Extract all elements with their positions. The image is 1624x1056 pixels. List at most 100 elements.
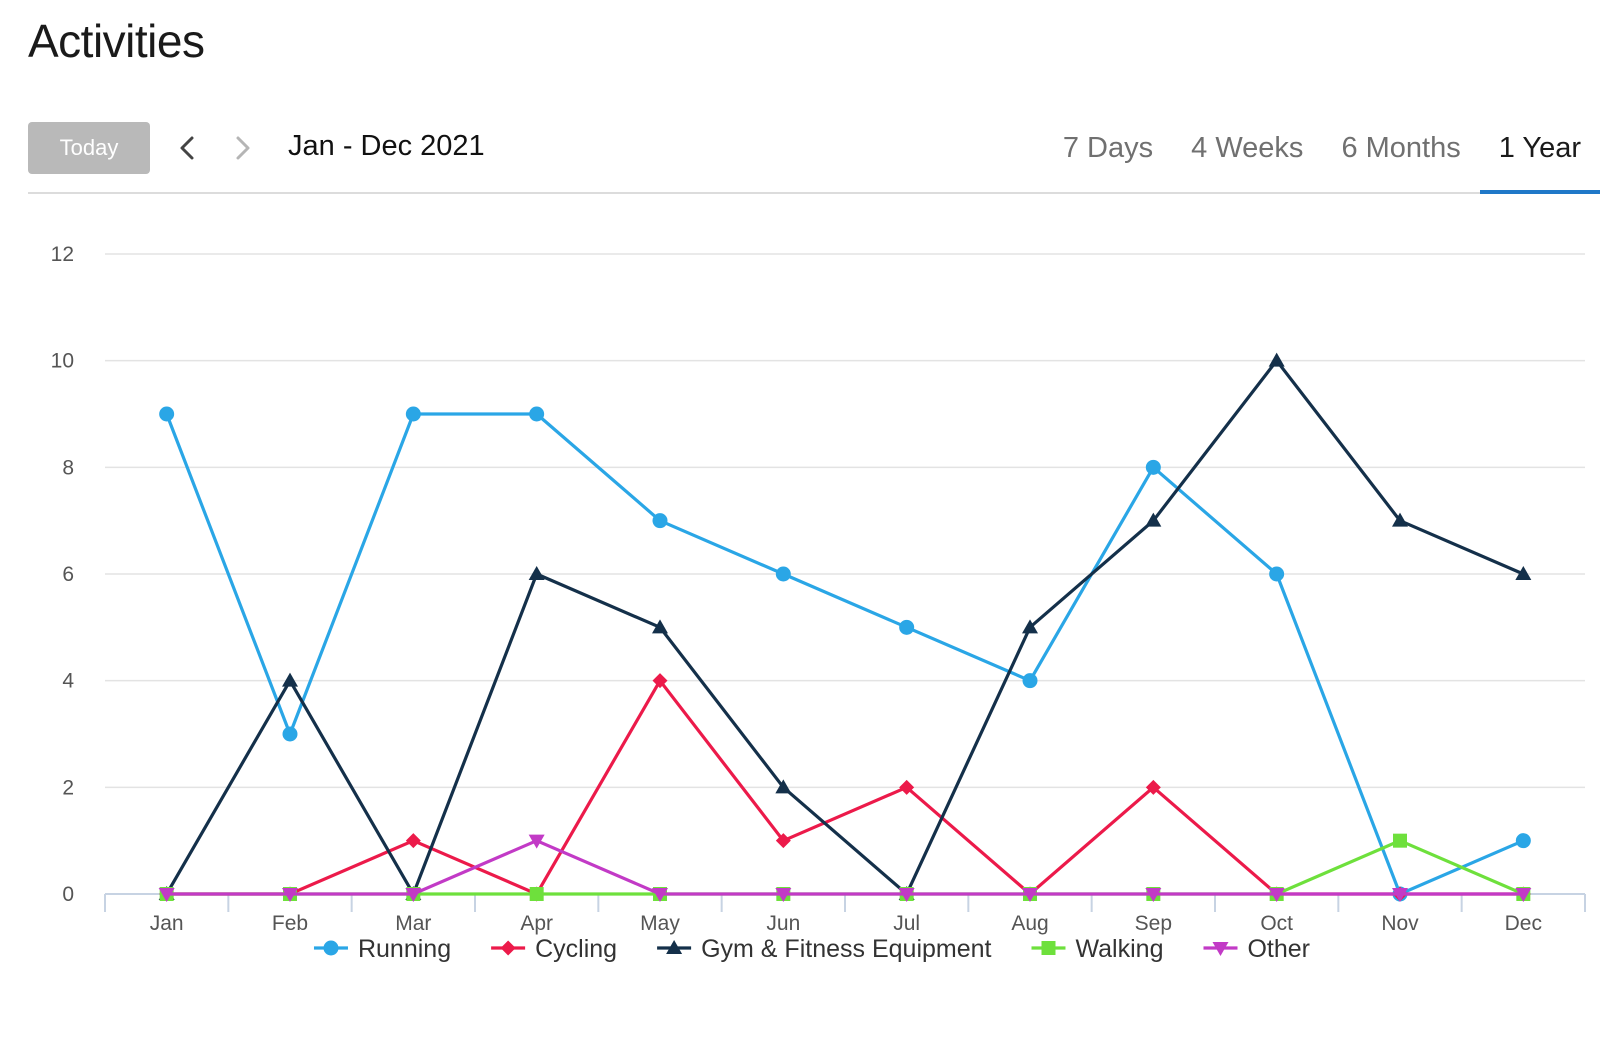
date-toolbar: Today Jan - Dec 2021 7 Days 4 Weeks 6 Mo… (28, 122, 1601, 194)
x-tick-label: Jul (893, 912, 920, 935)
data-point (1022, 888, 1038, 902)
tab-6-months[interactable]: 6 Months (1341, 132, 1461, 164)
data-point (652, 673, 668, 689)
x-tick-label: Sep (1135, 912, 1172, 935)
legend-label: Other (1247, 935, 1310, 963)
tab-1-year[interactable]: 1 Year (1479, 122, 1601, 194)
data-point (529, 406, 545, 422)
data-point (1393, 833, 1407, 848)
data-point (899, 779, 915, 795)
data-point (1268, 352, 1285, 367)
range-tabs: 7 Days 4 Weeks 6 Months 1 Year (1044, 122, 1601, 194)
legend-item-3[interactable]: Walking (1031, 935, 1163, 963)
legend-label: Gym & Fitness Equipment (701, 935, 991, 963)
y-tick-label: 0 (62, 883, 74, 906)
data-point (1022, 673, 1038, 689)
legend-marker (666, 940, 683, 954)
legend-label: Cycling (535, 935, 617, 963)
series-line (165, 359, 1525, 896)
series-0 (159, 406, 1531, 902)
today-button[interactable]: Today (28, 122, 150, 174)
y-tick-label: 8 (62, 456, 74, 479)
next-period-button[interactable] (226, 128, 260, 168)
series-3 (159, 833, 1531, 901)
data-point (282, 888, 298, 902)
data-point (405, 888, 422, 902)
x-tick-label: Aug (1011, 912, 1048, 935)
y-tick-label: 2 (62, 776, 74, 799)
series-4 (158, 834, 1532, 902)
data-point (775, 833, 791, 849)
x-tick-label: Jan (150, 912, 184, 935)
y-tick-label: 6 (62, 563, 74, 586)
data-point (405, 833, 421, 849)
x-tick-label: Nov (1381, 912, 1419, 935)
legend-item-2[interactable]: Gym & Fitness Equipment (657, 935, 992, 963)
data-point (1268, 888, 1285, 902)
series-line (165, 839, 1525, 896)
data-point (282, 672, 298, 687)
data-point (775, 888, 792, 902)
series (158, 352, 1532, 902)
series-line (165, 412, 1525, 896)
page-title: Activities (28, 15, 205, 67)
y-tick-label: 10 (51, 350, 74, 373)
data-point (1022, 619, 1038, 634)
data-point (652, 619, 668, 634)
data-point (1145, 779, 1161, 795)
data-point (1392, 512, 1408, 527)
data-point (1145, 512, 1162, 527)
data-point (158, 888, 175, 902)
data-point (1392, 888, 1408, 902)
data-point (899, 619, 915, 635)
legend-item-0[interactable]: Running (313, 935, 451, 963)
legend-item-1[interactable]: Cycling (491, 935, 617, 963)
x-tick-label: Mar (395, 912, 431, 935)
data-point (159, 406, 175, 422)
data-point (1145, 459, 1161, 475)
chevron-right-icon (236, 136, 250, 160)
y-tick-label: 4 (62, 670, 74, 693)
activities-line-chart: 0 2 4 6 8 10 12 Jan Feb Mar Apr May Jun Jul Aug Sep Oct… (51, 243, 1586, 963)
chevron-left-icon (180, 136, 194, 160)
legend-label: Running (358, 935, 451, 963)
series-2 (158, 352, 1532, 900)
legend-marker (1212, 942, 1229, 956)
date-range-label: Jan - Dec 2021 (288, 130, 485, 162)
x-tick-label: Jun (766, 912, 800, 935)
x-tick-label: Apr (520, 912, 553, 935)
legend-item-4[interactable]: Other (1203, 935, 1310, 963)
data-point (1515, 888, 1532, 902)
x-tick-label: Feb (272, 912, 308, 935)
gridlines (105, 253, 1585, 789)
y-tick-label: 12 (51, 243, 74, 266)
tab-7-days[interactable]: 7 Days (1062, 132, 1154, 164)
data-point (1145, 888, 1162, 902)
data-point (898, 888, 915, 902)
legend: Running Cycling Gym & Fitness Equipment Wal… (313, 935, 1310, 963)
data-point (775, 779, 792, 794)
data-point (282, 726, 298, 742)
x-tick-label: Dec (1505, 912, 1542, 935)
data-point (1515, 566, 1532, 580)
tab-4-weeks[interactable]: 4 Weeks (1191, 132, 1304, 164)
previous-period-button[interactable] (170, 128, 204, 168)
data-point (775, 566, 791, 582)
legend-marker (1041, 941, 1056, 955)
data-point (405, 406, 421, 422)
legend-marker (323, 940, 339, 956)
legend-label: Walking (1075, 935, 1163, 963)
x-axis: Jan Feb Mar Apr May Jun Jul Aug Sep Oct Nov Dec (104, 893, 1586, 935)
data-point (529, 887, 544, 901)
data-point (1269, 566, 1285, 582)
series-line (165, 839, 1525, 896)
data-point (1515, 833, 1531, 849)
data-point (528, 566, 545, 580)
legend-marker (500, 940, 516, 956)
x-tick-label: May (640, 912, 680, 935)
data-point (528, 834, 545, 849)
data-point (652, 888, 668, 902)
x-tick-label: Oct (1260, 912, 1293, 935)
y-axis: 0 2 4 6 8 10 12 (51, 243, 75, 906)
data-point (652, 513, 668, 529)
